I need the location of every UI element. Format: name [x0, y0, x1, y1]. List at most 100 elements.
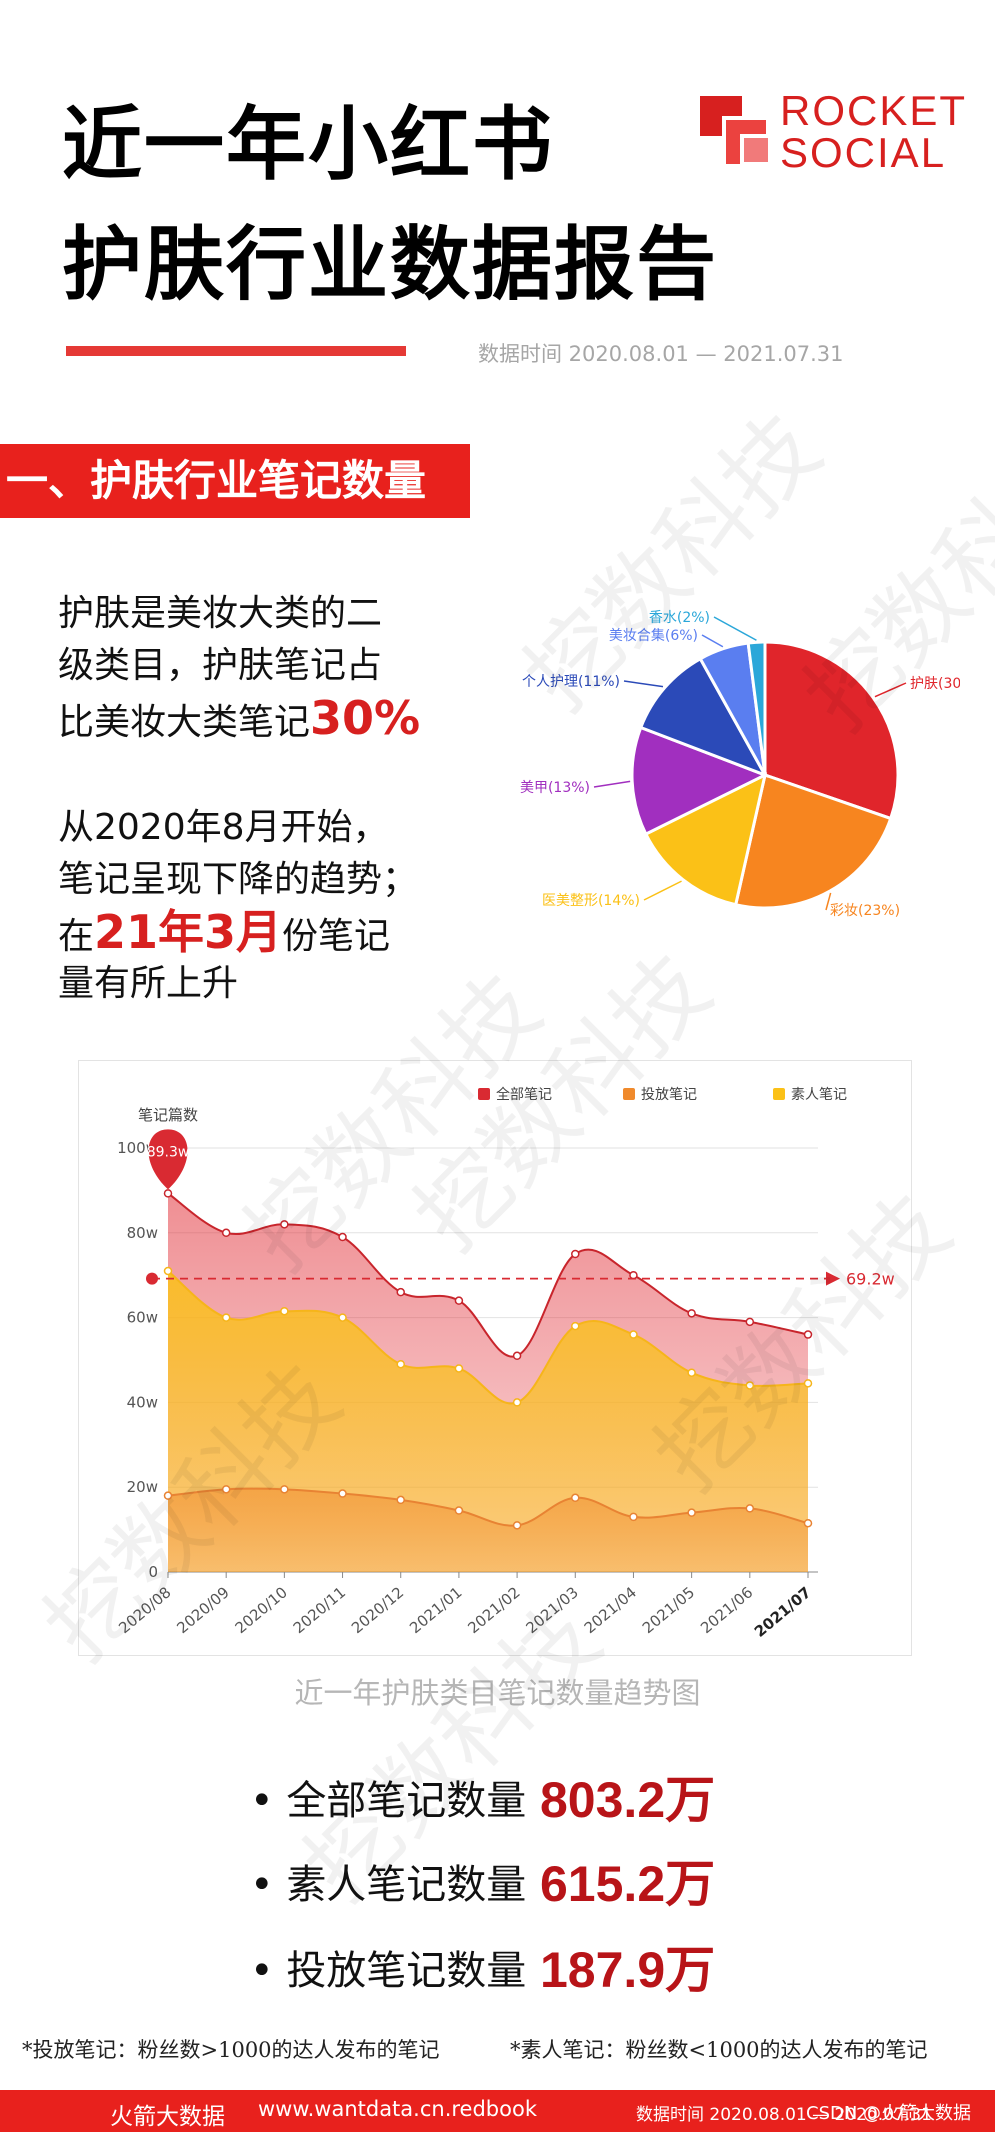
series-point: [163, 1189, 173, 1198]
series-point: [512, 1398, 522, 1407]
series-point: [396, 1495, 405, 1505]
x-tick-label: 2020/08: [115, 1583, 174, 1637]
pie-slice: [733, 773, 893, 910]
footer-brand: 火箭大数据: [110, 2104, 225, 2130]
stat-total-value: 803.2万: [540, 1772, 716, 1828]
series-point: [221, 1313, 231, 1322]
stat-organic-value: 615.2万: [540, 1856, 716, 1912]
brand-name-line2: SOCIAL: [780, 129, 947, 176]
pie-slice-label: 香水(2%): [649, 610, 710, 626]
pie-slice-label: 美妆合集(6%): [609, 627, 698, 644]
march-highlight: 21年3月: [94, 905, 283, 959]
pie-slice-label: 个人护理(11%): [522, 674, 620, 690]
series-point: [454, 1364, 464, 1373]
trend-line4: 量有所上升: [58, 963, 239, 1004]
series-point: [803, 1330, 813, 1339]
series-point: [396, 1359, 405, 1369]
date-range: 数据时间 2020.08.01 — 2021.07.31: [478, 342, 844, 366]
pie-leader-line: [874, 682, 907, 698]
series-point: [338, 1489, 347, 1498]
series-point: [512, 1521, 522, 1530]
brand-name-line1: ROCKET: [780, 87, 968, 134]
legend-swatch: [773, 1088, 785, 1100]
legend-swatch: [623, 1088, 635, 1100]
trend-line2: 笔记呈现下降的趋势；: [58, 859, 419, 900]
x-tick-label: 2020/11: [290, 1583, 349, 1637]
pie-slice: [630, 725, 769, 837]
footer-date: 数据时间 2020.08.01 — 2020.07.31: [636, 2105, 932, 2125]
stat-paid-label: • 投放笔记数量: [250, 1948, 527, 1994]
trend-line3: 在21年3月份笔记: [58, 906, 390, 963]
series-point: [803, 1379, 813, 1388]
series-point: [280, 1220, 289, 1229]
series-point: [803, 1518, 813, 1528]
skincare-share-highlight: 30%: [310, 691, 421, 745]
x-tick-label: 2021/05: [639, 1583, 698, 1637]
rocket-social-logo-icon: [700, 96, 768, 164]
series-point: [629, 1270, 638, 1280]
stat-total-label-text: 全部笔记数量: [286, 1778, 527, 1824]
trend-area-chart: 020w40w60w80w100w笔记篇数2020/082020/092020/…: [115, 1086, 894, 1641]
pie-slice: [763, 640, 900, 821]
x-tick-label: 2020/09: [173, 1583, 232, 1637]
series-point: [629, 1512, 638, 1522]
pie-slice: [643, 772, 768, 907]
series-point: [687, 1508, 696, 1517]
category-pie-chart: 护肤(30%) 彩妆(23%) 医美整形(14%) 美甲(13%) 个人护理(11%) 美…: [520, 610, 960, 919]
series-point: [280, 1306, 289, 1316]
series-point: [163, 1266, 173, 1276]
stat-organic-label: • 素人笔记数量: [250, 1862, 527, 1908]
stat-total-label: • 全部笔记数量: [250, 1778, 527, 1824]
legend-label: 全部笔记: [496, 1086, 552, 1103]
series-point: [571, 1249, 580, 1259]
trend-line1: 从2020年8月开始，: [58, 807, 389, 848]
stat-organic-label-text: 素人笔记数量: [286, 1862, 527, 1908]
chart-caption: 近一年护肤类目笔记数量趋势图: [294, 1676, 701, 1710]
footer-csdn: CSDN @火箭大数据: [806, 2103, 972, 2124]
pie-slice: [746, 640, 767, 776]
footnote-paid: *投放笔记：粉丝数>1000的达人发布的笔记: [22, 2038, 440, 2062]
pie-slice-label: 彩妆(23%): [830, 903, 900, 919]
pie-slice-label: 护肤(30%): [910, 676, 960, 692]
y-tick-label: 20w: [127, 1478, 158, 1496]
series-point: [687, 1368, 696, 1377]
page-title-line1: 近一年小红书: [62, 98, 554, 191]
y-axis-label: 笔记篇数: [138, 1106, 198, 1124]
series-point: [745, 1381, 755, 1390]
stat-paid-value: 187.9万: [540, 1942, 716, 1998]
series-point: [221, 1228, 231, 1238]
series-point: [338, 1232, 347, 1242]
pie-slice-label: 医美整形(14%): [542, 893, 640, 909]
pie-leader-line: [825, 892, 832, 911]
page-title-line2: 护肤行业数据报告: [62, 218, 718, 311]
legend-swatch: [478, 1088, 490, 1100]
series-point: [396, 1287, 405, 1297]
intro-line3-text: 比美妆大类笔记: [58, 702, 311, 743]
stat-paid-label-text: 投放笔记数量: [286, 1948, 527, 1994]
trend-line3-post: 份笔记: [282, 916, 391, 957]
intro-line2: 级类目，护肤笔记占: [58, 645, 383, 686]
series-point: [745, 1504, 755, 1513]
x-tick-label: 2021/03: [523, 1583, 582, 1637]
trend-line3-pre: 在: [58, 916, 95, 957]
x-tick-label: 2020/12: [348, 1583, 407, 1637]
y-tick-label: 40w: [127, 1393, 158, 1411]
x-tick-label: 2020/10: [232, 1583, 291, 1637]
section-header: 一、护肤行业笔记数量: [0, 444, 470, 518]
footnote-organic: *素人笔记：粉丝数<1000的达人发布的笔记: [510, 2038, 928, 2062]
pie-leader-line: [643, 880, 682, 901]
intro-line3: 比美妆大类笔记30%: [58, 692, 420, 749]
legend-label: 素人笔记: [791, 1087, 847, 1103]
pie-slice: [638, 656, 769, 778]
series-point: [280, 1485, 289, 1494]
average-line-start-dot: [146, 1272, 158, 1285]
series-point: [571, 1493, 580, 1503]
pie-slice-label: 美甲(13%): [520, 780, 590, 796]
series-point: [629, 1330, 638, 1339]
y-tick-label: 80w: [127, 1224, 158, 1242]
series-point: [163, 1491, 173, 1500]
max-marker-pin: [148, 1129, 188, 1190]
x-tick-label: 2021/02: [464, 1583, 523, 1637]
series-point: [745, 1317, 755, 1327]
footer-url[interactable]: www.wantdata.cn.redbook: [258, 2097, 537, 2121]
